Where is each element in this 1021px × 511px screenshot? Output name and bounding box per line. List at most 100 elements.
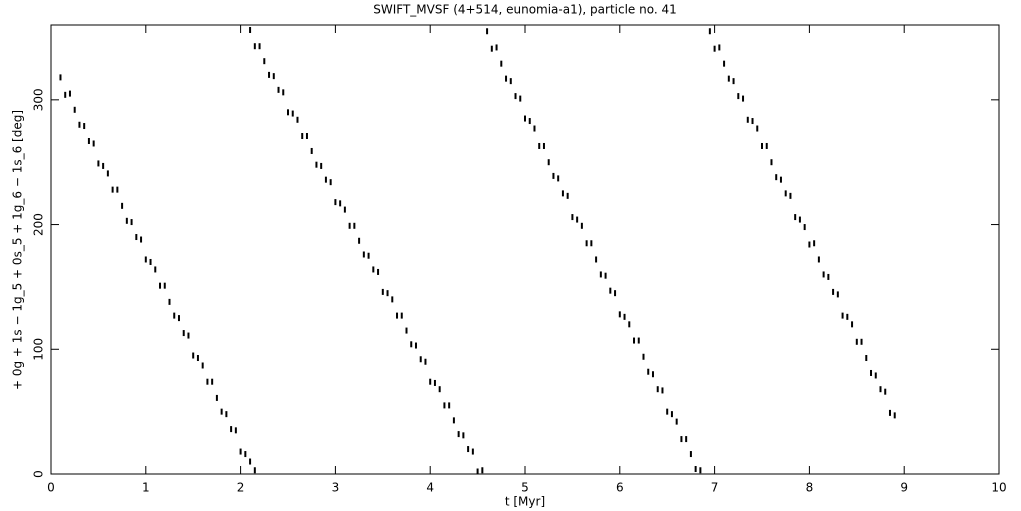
point bbox=[481, 467, 484, 474]
point bbox=[405, 327, 408, 334]
point bbox=[770, 159, 773, 166]
point bbox=[476, 468, 479, 475]
point bbox=[832, 288, 835, 295]
point bbox=[59, 74, 62, 81]
point bbox=[855, 338, 858, 345]
point bbox=[348, 222, 351, 229]
point bbox=[699, 467, 702, 474]
point bbox=[116, 186, 119, 193]
point bbox=[580, 222, 583, 229]
point bbox=[220, 408, 223, 415]
point bbox=[391, 296, 394, 303]
point bbox=[694, 466, 697, 473]
point bbox=[234, 427, 237, 434]
point bbox=[419, 356, 422, 363]
point bbox=[125, 217, 128, 224]
x-tick-label: 9 bbox=[900, 481, 908, 495]
point bbox=[490, 45, 493, 52]
point bbox=[111, 186, 114, 193]
point bbox=[732, 78, 735, 85]
x-tick-label: 1 bbox=[142, 481, 150, 495]
point bbox=[533, 125, 536, 132]
point bbox=[296, 116, 299, 123]
point bbox=[509, 78, 512, 85]
point bbox=[381, 288, 384, 295]
point bbox=[685, 436, 688, 443]
point bbox=[566, 192, 569, 199]
point bbox=[761, 142, 763, 149]
point bbox=[358, 237, 361, 244]
point bbox=[651, 371, 654, 378]
point bbox=[268, 71, 271, 78]
point bbox=[798, 216, 801, 223]
point bbox=[102, 162, 105, 169]
point bbox=[396, 312, 399, 319]
point bbox=[614, 290, 617, 297]
point bbox=[83, 123, 86, 130]
point bbox=[542, 142, 545, 149]
point bbox=[410, 341, 413, 348]
point bbox=[775, 174, 778, 181]
point bbox=[633, 337, 636, 344]
point bbox=[623, 313, 626, 320]
point bbox=[514, 93, 517, 100]
y-tick-label: 0 bbox=[32, 470, 46, 478]
point bbox=[524, 115, 526, 122]
point bbox=[367, 252, 370, 259]
point bbox=[277, 86, 280, 93]
point bbox=[874, 372, 877, 379]
point bbox=[144, 256, 147, 263]
point bbox=[689, 451, 692, 458]
point bbox=[329, 179, 332, 186]
point bbox=[457, 431, 460, 438]
point bbox=[723, 60, 726, 67]
point bbox=[429, 378, 432, 385]
point bbox=[249, 26, 252, 33]
point bbox=[789, 192, 792, 199]
point bbox=[462, 432, 465, 439]
point bbox=[784, 190, 787, 197]
point bbox=[751, 118, 754, 125]
point bbox=[599, 271, 602, 278]
point bbox=[808, 241, 811, 248]
point bbox=[168, 298, 171, 305]
point bbox=[486, 28, 489, 35]
point bbox=[448, 402, 451, 409]
point bbox=[68, 90, 71, 97]
point bbox=[590, 240, 593, 247]
point bbox=[230, 426, 233, 433]
x-tick-label: 0 bbox=[47, 481, 55, 495]
point bbox=[552, 172, 555, 179]
point bbox=[206, 378, 209, 385]
point bbox=[211, 378, 214, 385]
point bbox=[841, 312, 844, 319]
point bbox=[301, 133, 304, 140]
point bbox=[851, 321, 854, 328]
point bbox=[708, 28, 711, 35]
point bbox=[305, 133, 308, 140]
x-tick-label: 6 bbox=[616, 481, 624, 495]
point bbox=[870, 369, 873, 376]
point bbox=[452, 417, 455, 424]
point bbox=[258, 43, 261, 50]
point bbox=[424, 358, 427, 365]
point bbox=[756, 125, 759, 132]
point bbox=[187, 332, 190, 339]
point bbox=[666, 408, 669, 415]
point bbox=[860, 338, 863, 345]
point bbox=[253, 467, 256, 474]
point bbox=[670, 411, 673, 418]
x-axis-label: t [Myr] bbox=[505, 495, 545, 509]
point bbox=[680, 436, 683, 443]
point bbox=[121, 202, 124, 209]
x-tick-label: 7 bbox=[711, 481, 719, 495]
y-tick-label: 300 bbox=[32, 88, 46, 111]
point bbox=[253, 43, 256, 50]
point bbox=[642, 353, 645, 360]
point bbox=[727, 75, 730, 82]
x-tick-label: 10 bbox=[991, 481, 1006, 495]
x-tick-label: 4 bbox=[426, 481, 434, 495]
point bbox=[386, 290, 389, 297]
point bbox=[272, 73, 275, 80]
